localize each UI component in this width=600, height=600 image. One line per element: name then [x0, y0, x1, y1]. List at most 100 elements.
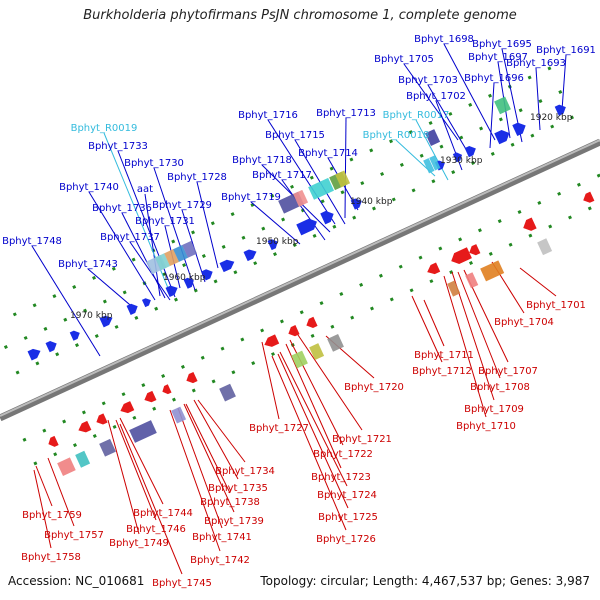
track-tick: [310, 333, 315, 338]
rev-block-shape: [171, 406, 187, 424]
reverse-gene-label: Bphyt_1707: [478, 366, 538, 377]
track-tick: [73, 443, 77, 448]
track-tick: [241, 235, 246, 240]
track-tick: [332, 224, 337, 229]
reverse-gene-shape: [48, 435, 59, 447]
reverse-gene-label: Bphyt_1711: [414, 350, 474, 361]
rev-block: [447, 280, 461, 297]
rev-block-shape: [309, 343, 325, 361]
track-tick: [548, 224, 553, 229]
track-tick: [253, 261, 258, 266]
track-tick: [389, 139, 394, 144]
forward-gene-shape: [141, 298, 151, 308]
leader-line: [344, 117, 347, 219]
forward-gene-shape: [320, 210, 334, 225]
forward-gene: [320, 210, 334, 225]
track-tick: [154, 306, 159, 311]
forward-gene: [126, 303, 138, 315]
rev-block: [309, 343, 325, 361]
forward-gene: [201, 269, 213, 281]
rev-block-shape: [75, 450, 91, 468]
leader-line: [169, 409, 221, 552]
rev-block-shape: [447, 280, 461, 297]
track-tick: [557, 191, 562, 196]
leader-line: [185, 403, 231, 494]
rna-block-shape: [182, 240, 198, 258]
track-tick: [319, 301, 324, 306]
rev-block: [57, 457, 76, 476]
track-tick: [132, 415, 137, 420]
leader-line: [183, 403, 235, 513]
reverse-gene-label: Bphyt_1739: [204, 516, 264, 527]
track-tick: [211, 379, 216, 384]
scale-label: 1920 kbp: [530, 113, 573, 123]
track-tick: [193, 288, 198, 293]
reverse-gene-label: Bphyt_1749: [109, 538, 169, 549]
track-tick: [576, 182, 581, 187]
backbone-highlight: [0, 139, 600, 417]
forward-gene: [243, 249, 257, 262]
track-tick: [339, 292, 344, 296]
track-tick: [340, 190, 345, 195]
forward-gene-shape: [219, 259, 235, 273]
track-tick: [299, 310, 304, 315]
reverse-gene: [306, 316, 318, 328]
rna-block-shape: [155, 253, 171, 271]
reverse-gene-label: Bphyt_1701: [526, 300, 586, 311]
track-tick: [261, 226, 266, 231]
track-tick: [352, 215, 357, 220]
leader-line: [87, 268, 137, 311]
leader-line: [285, 343, 342, 469]
rna-block: [173, 245, 189, 262]
reverse-gene-label: Bphyt_1704: [494, 317, 554, 328]
track-tick: [498, 117, 503, 122]
reverse-gene-label: Bphyt_1742: [190, 555, 250, 566]
forward-gene-label: Bphyt_1729: [152, 200, 212, 211]
rna-block: [494, 96, 511, 115]
rna-block-shape: [425, 129, 441, 146]
rna-block: [293, 189, 309, 207]
rev-block: [99, 438, 116, 457]
rna-block-shape: [494, 96, 511, 115]
reverse-gene-label: Bphyt_1722: [313, 449, 373, 460]
track-tick: [52, 294, 57, 299]
forward-gene-shape: [296, 218, 317, 236]
track-tick: [419, 153, 424, 158]
track-tick: [527, 75, 532, 80]
reverse-gene-label: Bphyt_1726: [316, 534, 376, 545]
rev-block-shape: [57, 457, 76, 476]
track-tick: [477, 228, 482, 233]
track-tick: [587, 206, 592, 211]
track-tick: [558, 90, 563, 95]
forward-gene-shape: [27, 348, 41, 361]
forward-gene: [183, 277, 194, 289]
track-tick: [180, 364, 185, 369]
leader-line: [193, 399, 239, 480]
track-tick: [350, 315, 355, 320]
forward-gene-label: Bphyt_1728: [167, 172, 227, 183]
track-tick: [528, 233, 533, 238]
track-tick: [213, 279, 218, 284]
track-tick: [488, 93, 493, 98]
scale-label: 1930 kbp: [440, 156, 483, 166]
forward-gene-label: aat: [137, 184, 153, 195]
track-tick: [273, 252, 277, 257]
reverse-gene-label: Bphyt_1735: [208, 483, 268, 494]
track-tick: [22, 437, 27, 442]
track-tick: [101, 401, 106, 406]
reverse-gene-shape: [469, 244, 481, 256]
leader-line: [415, 119, 449, 181]
track-tick: [53, 452, 58, 457]
rev-block-shape: [327, 334, 344, 352]
forward-gene-label: Bphyt_1737: [100, 232, 160, 243]
leader-line: [443, 43, 496, 141]
forward-gene: [452, 152, 463, 163]
leader-line: [519, 267, 557, 297]
rna-label: Bphyt_R0017: [383, 110, 450, 121]
track-tick: [260, 328, 265, 333]
reverse-gene-label: Bphyt_1721: [332, 434, 392, 445]
forward-gene-shape: [165, 285, 178, 298]
scale-label: 1950 kbp: [256, 237, 299, 247]
track-tick: [210, 221, 215, 226]
